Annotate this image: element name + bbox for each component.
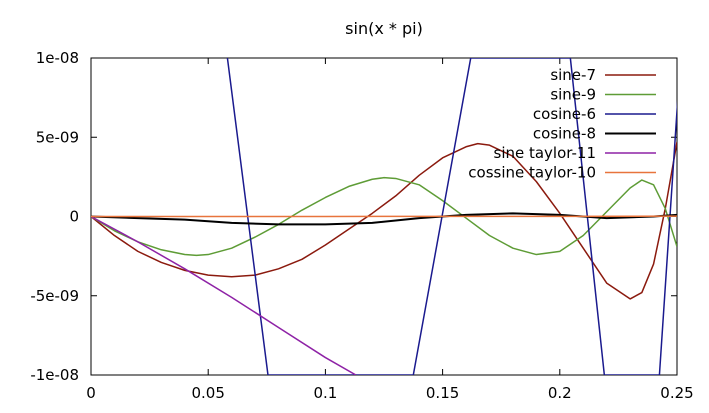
- series-line-cosine-8: [91, 212, 677, 226]
- series-line-sine-9: [91, 176, 677, 257]
- y-tick-label: -5e-09: [30, 287, 79, 305]
- x-tick-label: 0.05: [191, 384, 224, 402]
- x-tick-label: 0.25: [660, 384, 693, 402]
- series-layer: [91, 58, 677, 375]
- legend-label: sine-9: [550, 86, 596, 104]
- series-line-sine-taylor-11: [91, 215, 357, 375]
- legend-label: cosine-8: [533, 125, 596, 143]
- y-tick-label: 1e-08: [36, 49, 79, 67]
- legend-label: sine taylor-11: [494, 144, 597, 162]
- axes: 0 0.05 0.1 0.15 0.2 0.25 -1e-08 -5e-09 0 5e-09 1e-…: [30, 49, 693, 402]
- y-tick-label: 5e-09: [36, 128, 79, 146]
- y-tick-label: 0: [69, 208, 79, 226]
- y-tick-label: -1e-08: [30, 366, 79, 384]
- x-tick-label: 0.1: [313, 384, 337, 402]
- x-tick-label: 0.15: [426, 384, 459, 402]
- legend-label: sine-7: [550, 66, 596, 84]
- series-line-sine-7: [91, 141, 677, 300]
- legend-label: cosine-6: [533, 105, 596, 123]
- x-tick-label: 0.2: [548, 384, 572, 402]
- chart-title: sin(x * pi): [345, 19, 423, 38]
- legend-label: cossine taylor-10: [468, 164, 596, 182]
- x-tick-label: 0: [86, 384, 96, 402]
